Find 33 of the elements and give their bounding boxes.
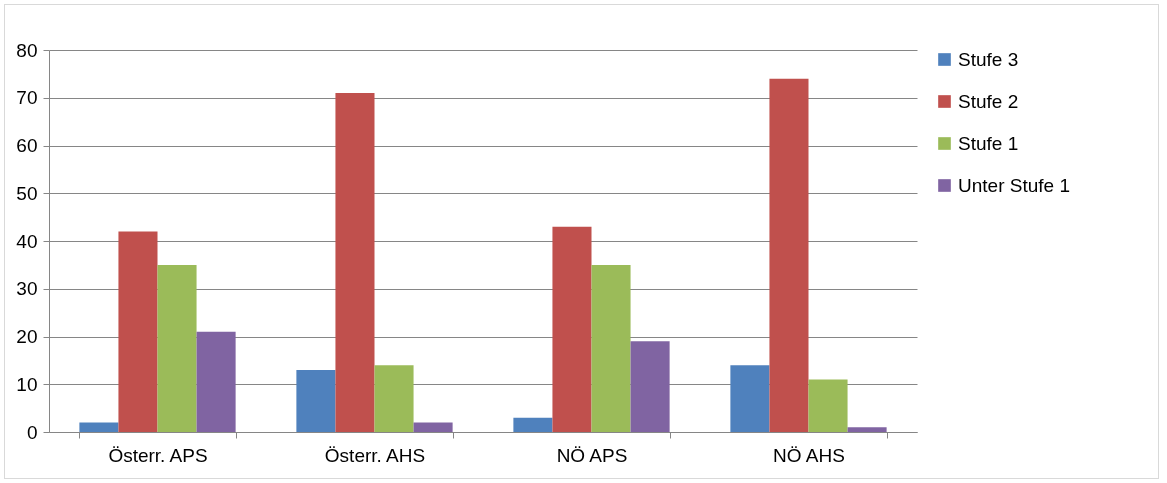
y-tick-label: 60 (16, 135, 38, 156)
bar (847, 427, 887, 432)
bar (630, 341, 670, 432)
x-tick-label: Österr. AHS (324, 444, 426, 466)
y-tick-label: 80 (16, 39, 38, 61)
y-tick-label: 40 (16, 230, 38, 252)
legend-label: Unter Stufe 1 (958, 174, 1070, 196)
y-tick-label: 50 (16, 182, 38, 204)
bar (769, 78, 809, 432)
bar (79, 422, 119, 432)
y-tick-label: 70 (16, 87, 38, 109)
x-tick-label: NÖ APS (556, 444, 628, 466)
bar (118, 231, 158, 432)
bar (296, 369, 336, 432)
x-tick-label: NÖ AHS (773, 444, 845, 466)
y-tick-label: 30 (16, 278, 38, 300)
y-tick-label: 10 (16, 373, 38, 395)
y-tick-label: 20 (16, 326, 38, 347)
bar (591, 264, 631, 432)
bar (157, 264, 197, 432)
bar (374, 365, 414, 432)
legend-label: Stufe 1 (958, 132, 1019, 154)
y-tick-label: 0 (26, 421, 38, 443)
bar (730, 365, 770, 432)
x-tick-label: Österr. APS (108, 444, 208, 466)
bar (335, 92, 375, 432)
bar (196, 331, 236, 432)
bar (513, 417, 553, 432)
legend-label: Stufe 3 (958, 48, 1019, 70)
bar (552, 226, 592, 432)
legend-label: Stufe 2 (958, 90, 1019, 112)
bar (413, 422, 453, 432)
bar (808, 379, 848, 432)
